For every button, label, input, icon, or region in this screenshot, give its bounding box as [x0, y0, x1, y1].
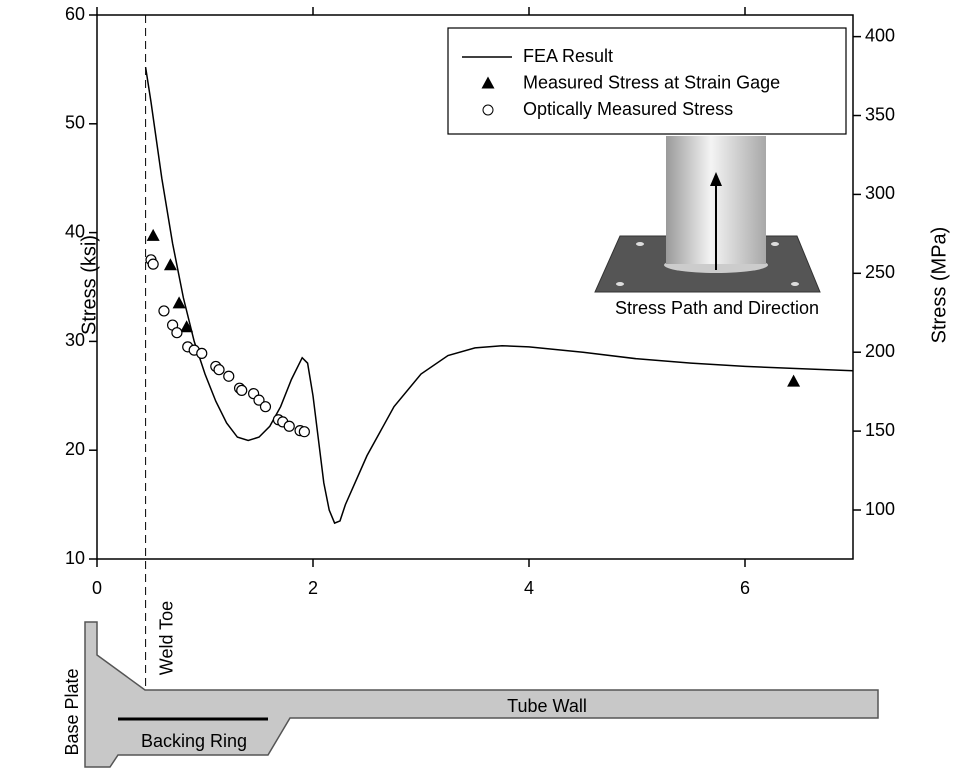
circle-point — [172, 328, 182, 338]
circle-point — [224, 371, 234, 381]
backing-ring-label: Backing Ring — [141, 731, 247, 751]
legend-label: Optically Measured Stress — [523, 99, 733, 119]
x-tick-label: 6 — [740, 578, 750, 598]
circle-point — [237, 385, 247, 395]
tube-wall-label: Tube Wall — [507, 696, 587, 716]
y2-tick-label: 150 — [865, 420, 895, 440]
circle-point — [214, 365, 224, 375]
y2-axis-label: Stress (MPa) — [928, 227, 950, 344]
y2-tick-label: 250 — [865, 262, 895, 282]
chart: Stress Path and Direction Base Plate Bac… — [0, 0, 956, 769]
base-plate-label: Base Plate — [62, 668, 82, 755]
x-tick-label: 0 — [92, 578, 102, 598]
circle-point — [148, 259, 158, 269]
circle-point — [159, 306, 169, 316]
legend-circle — [483, 105, 493, 115]
y2-tick-label: 350 — [865, 104, 895, 124]
legend-label: FEA Result — [523, 46, 613, 66]
x-tick-label: 2 — [308, 578, 318, 598]
y2-tick-label: 300 — [865, 183, 895, 203]
fea-line — [146, 67, 853, 523]
triangle-point — [164, 258, 177, 270]
y-tick-label: 60 — [65, 4, 85, 24]
weld-toe-label: Weld Toe — [156, 601, 176, 675]
y-tick-label: 40 — [65, 221, 85, 241]
legend-label: Measured Stress at Strain Gage — [523, 72, 780, 92]
y2-tick-label: 400 — [865, 25, 895, 45]
circle-point — [284, 421, 294, 431]
y2-tick-label: 100 — [865, 499, 895, 519]
y-tick-label: 10 — [65, 548, 85, 568]
y-tick-label: 30 — [65, 330, 85, 350]
y-tick-label: 50 — [65, 113, 85, 133]
y2-tick-label: 200 — [865, 341, 895, 361]
inset-label: Stress Path and Direction — [615, 298, 819, 318]
circle-point — [260, 402, 270, 412]
circle-point — [299, 427, 309, 437]
triangle-point — [787, 375, 800, 387]
circle-point — [197, 348, 207, 358]
x-tick-label: 4 — [524, 578, 534, 598]
inset-illustration — [595, 136, 820, 292]
triangle-point — [147, 229, 160, 241]
y-tick-label: 20 — [65, 439, 85, 459]
